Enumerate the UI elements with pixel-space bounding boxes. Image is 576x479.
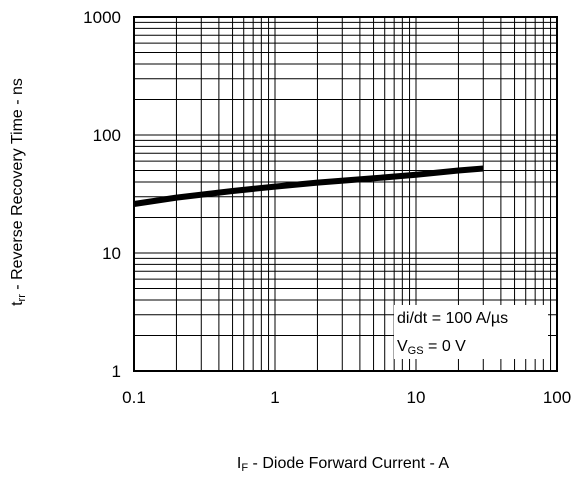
y-tick-label: 10	[102, 244, 121, 263]
annotation-vgs: VGS = 0 V	[397, 338, 466, 357]
series-layer	[133, 165, 484, 207]
annotation-background	[394, 305, 548, 359]
x-tick-label: 1	[270, 388, 279, 407]
x-axis-label: IF - Diode Forward Current - A	[237, 455, 449, 474]
x-tick-label: 10	[407, 388, 426, 407]
annotation-box: di/dt = 100 A/µs VGS = 0 V	[394, 305, 548, 359]
y-axis-label: trr - Reverse Recovery Time - ns	[9, 78, 28, 306]
x-tick-label: 100	[543, 388, 571, 407]
y-tick-label: 1000	[83, 8, 121, 27]
series-line	[133, 165, 484, 207]
y-tick-labels: 1 10 100 1000	[83, 8, 121, 381]
y-tick-label: 1	[112, 362, 121, 381]
y-tick-label: 100	[93, 126, 121, 145]
plot-frame	[133, 16, 558, 372]
annotation-didt: di/dt = 100 A/µs	[397, 310, 508, 327]
x-tick-labels: 0.1 1 10 100	[122, 388, 571, 407]
x-tick-label: 0.1	[122, 388, 146, 407]
